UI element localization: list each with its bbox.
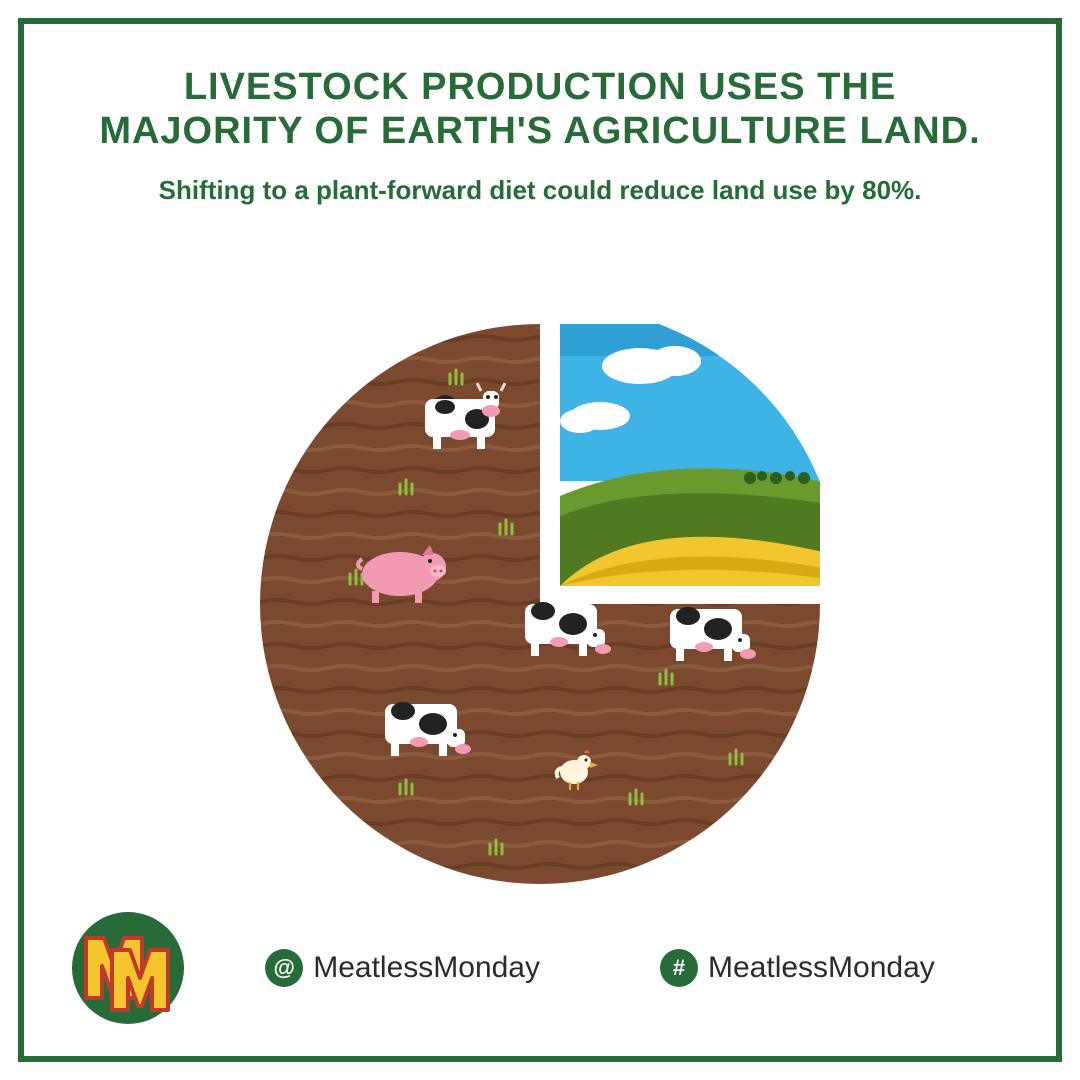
social-hash: # MeatlessMonday — [660, 949, 935, 987]
social-hash-text: MeatlessMonday — [708, 951, 935, 985]
at-icon: @ — [265, 949, 303, 987]
social-at: @ MeatlessMonday — [265, 949, 540, 987]
subheadline: Shifting to a plant-forward diet could r… — [24, 175, 1056, 206]
pie-slice-fields — [560, 324, 820, 586]
social-row: @ MeatlessMonday # MeatlessMonday — [188, 949, 1012, 987]
pie-chart — [260, 324, 820, 884]
pie-svg — [260, 324, 820, 884]
headline: LIVESTOCK PRODUCTION USES THE MAJORITY O… — [24, 24, 1056, 153]
hash-icon: # — [660, 949, 698, 987]
mm-logo — [68, 908, 188, 1028]
footer: @ MeatlessMonday # MeatlessMonday — [24, 908, 1056, 1028]
social-at-text: MeatlessMonday — [313, 951, 540, 985]
frame: LIVESTOCK PRODUCTION USES THE MAJORITY O… — [18, 18, 1062, 1062]
